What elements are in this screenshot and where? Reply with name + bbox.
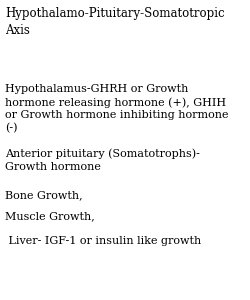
Text: Liver- IGF-1 or insulin like growth: Liver- IGF-1 or insulin like growth xyxy=(5,236,201,245)
Text: Anterior pituitary (Somatotrophs)-
Growth hormone: Anterior pituitary (Somatotrophs)- Growt… xyxy=(5,148,200,172)
Text: Hypothalamus-GHRH or Growth
hormone releasing hormone (+), GHIH
or Growth hormon: Hypothalamus-GHRH or Growth hormone rele… xyxy=(5,84,228,134)
Text: Bone Growth,: Bone Growth, xyxy=(5,190,82,200)
Text: Muscle Growth,: Muscle Growth, xyxy=(5,212,95,221)
Text: Hypothalamo-Pituitary-Somatotropic
Axis: Hypothalamo-Pituitary-Somatotropic Axis xyxy=(5,8,224,37)
